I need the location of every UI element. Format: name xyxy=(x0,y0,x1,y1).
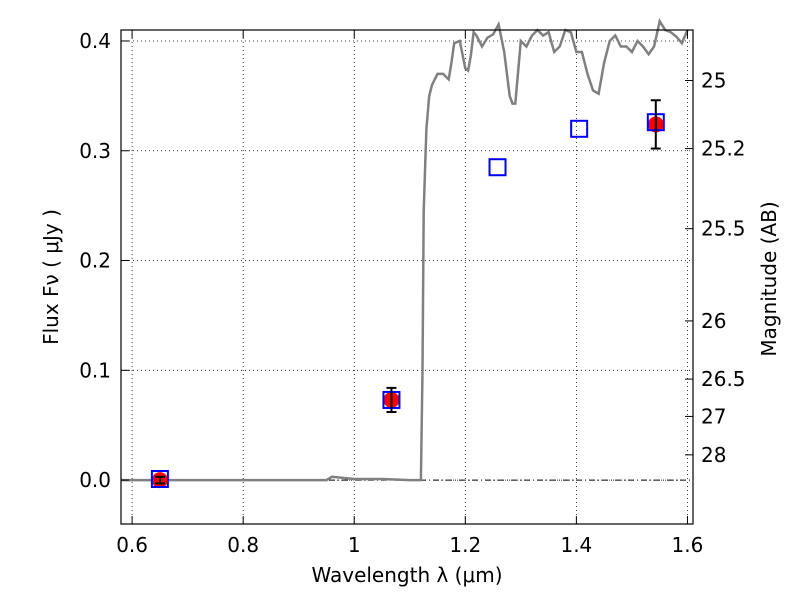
y-tick-label: 0.4 xyxy=(79,29,111,53)
y2-tick-label: 25 xyxy=(701,68,726,92)
y2-tick-label: 25.5 xyxy=(701,217,746,241)
x-tick-label: 1.6 xyxy=(672,533,704,557)
grid xyxy=(121,30,693,524)
y2-tick-label: 27 xyxy=(701,404,726,428)
x-tick-label: 0.6 xyxy=(116,533,148,557)
axis-ticks: 0.6 0.8 1 1.2 1.4 1.6 0.0 0.1 0.2 0.3 0.4 25 25.2 25.… xyxy=(79,29,745,557)
y-tick-label: 0.0 xyxy=(79,468,111,492)
model-square xyxy=(570,119,589,138)
model-square xyxy=(488,158,507,177)
plot-frame xyxy=(120,29,694,525)
x-tick-label: 1.4 xyxy=(560,533,592,557)
spectrum-line xyxy=(121,17,689,482)
plot-data xyxy=(121,17,689,489)
x-tick-label: 1.2 xyxy=(449,533,481,557)
y-tick-label: 0.2 xyxy=(79,249,111,273)
x-tick-label: 1 xyxy=(348,533,361,557)
y2-tick-label: 26 xyxy=(701,309,726,333)
y-tick-label: 0.1 xyxy=(79,358,111,382)
x-tick-label: 0.8 xyxy=(227,533,259,557)
y2-tick-label: 25.2 xyxy=(701,137,746,161)
y-tick-label: 0.3 xyxy=(79,139,111,163)
y2-axis-title: Magnitude (AB) xyxy=(757,201,781,356)
model-square xyxy=(150,469,169,488)
y-axis-title: Flux Fν ( μJy ) xyxy=(39,209,63,345)
x-axis-title: Wavelength λ (μm) xyxy=(311,563,502,587)
y2-tick-label: 28 xyxy=(701,443,726,467)
y2-tick-label: 26.5 xyxy=(701,367,746,391)
